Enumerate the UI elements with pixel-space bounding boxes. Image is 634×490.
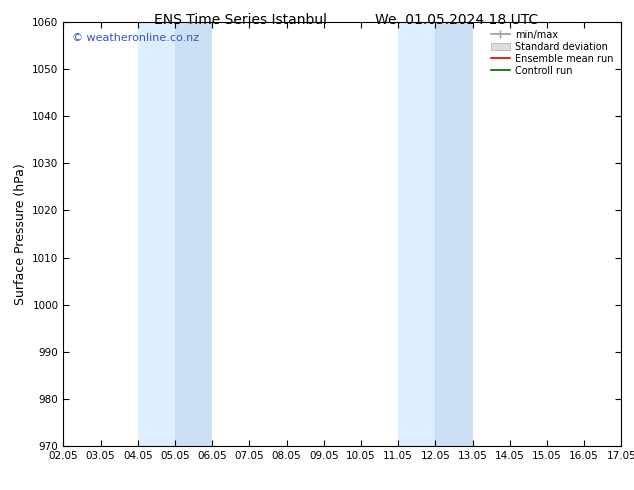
Legend: min/max, Standard deviation, Ensemble mean run, Controll run: min/max, Standard deviation, Ensemble me… (488, 27, 616, 78)
Bar (138, 22, 175, 446)
Text: ENS Time Series Istanbul: ENS Time Series Istanbul (155, 13, 327, 27)
Y-axis label: Surface Pressure (hPa): Surface Pressure (hPa) (14, 163, 27, 305)
Bar (436, 22, 472, 446)
Text: © weatheronline.co.nz: © weatheronline.co.nz (72, 33, 199, 43)
Bar (175, 22, 212, 446)
Text: We. 01.05.2024 18 UTC: We. 01.05.2024 18 UTC (375, 13, 538, 27)
Bar (398, 22, 436, 446)
